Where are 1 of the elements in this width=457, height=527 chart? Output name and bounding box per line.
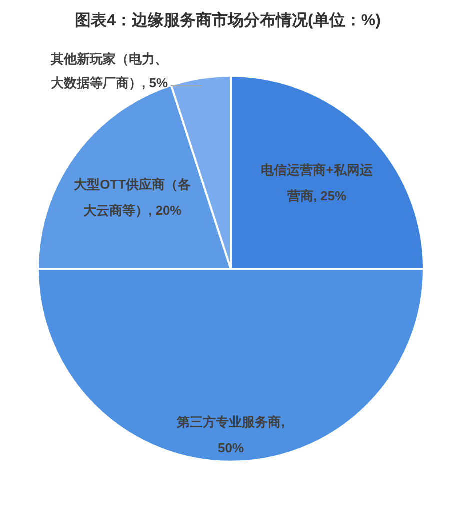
title: 图表4：边缘服务商市场分布情况(单位：%) [75, 12, 381, 30]
